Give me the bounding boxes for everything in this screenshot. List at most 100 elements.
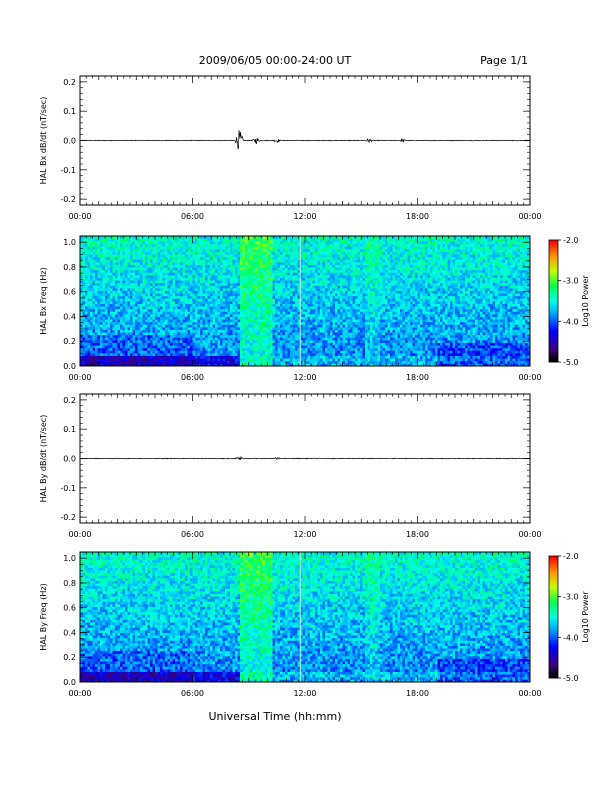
spectrogram-cell: [150, 291, 153, 294]
spectrogram-cell: [188, 298, 191, 301]
spectrogram-cell: [305, 327, 308, 330]
spectrogram-cell: [315, 335, 318, 338]
spectrogram-cell: [175, 254, 178, 257]
spectrogram-cell: [90, 249, 93, 252]
spectrogram-cell: [160, 241, 163, 244]
spectrogram-cell: [235, 291, 238, 294]
spectrogram-cell: [98, 343, 101, 346]
spectrogram-cell: [85, 332, 88, 335]
spectrogram-cell: [248, 350, 251, 353]
spectrogram-cell: [135, 272, 138, 275]
spectrogram-cell: [163, 283, 166, 286]
spectrogram-cell: [140, 283, 143, 286]
spectrogram-cell: [103, 309, 106, 312]
spectrogram-cell: [220, 311, 223, 314]
spectrogram-cell: [278, 311, 281, 314]
spectrogram-cell: [133, 330, 136, 333]
spectrogram-cell: [295, 314, 298, 317]
spectrogram-cell: [110, 270, 113, 273]
spectrogram-cell: [138, 322, 141, 325]
spectrogram-cell: [115, 244, 118, 247]
spectrogram-cell: [275, 259, 278, 262]
spectrogram-cell: [285, 291, 288, 294]
spectrogram-cell: [88, 324, 91, 327]
spectrogram-cell: [223, 267, 226, 270]
spectrogram-cell: [295, 283, 298, 286]
spectrogram-cell: [303, 270, 306, 273]
spectrogram-cell: [260, 291, 263, 294]
spectrogram-cell: [118, 304, 121, 307]
spectrogram-cell: [188, 275, 191, 278]
spectrogram-cell: [118, 361, 121, 364]
spectrogram-cell: [280, 322, 283, 325]
spectrogram-cell: [188, 241, 191, 244]
spectrogram-cell: [230, 291, 233, 294]
spectrogram-cell: [165, 285, 168, 288]
spectrogram-cell: [313, 324, 316, 327]
spectrogram-cell: [90, 296, 93, 299]
spectrogram-cell: [258, 252, 261, 255]
spectrogram-cell: [148, 257, 151, 260]
spectrogram-cell: [303, 348, 306, 351]
spectrogram-cell: [250, 319, 253, 322]
spectrogram-cell: [160, 332, 163, 335]
spectrogram-cell: [110, 335, 113, 338]
spectrogram-cell: [115, 345, 118, 348]
spectrogram-cell: [253, 288, 256, 291]
spectrogram-cell: [153, 257, 156, 260]
spectrogram-cell: [105, 275, 108, 278]
spectrogram-cell: [85, 343, 88, 346]
spectrogram-cell: [228, 306, 231, 309]
spectrogram-cell: [158, 270, 161, 273]
spectrogram-cell: [185, 330, 188, 333]
spectrogram-cell: [250, 275, 253, 278]
spectrogram-cell: [250, 332, 253, 335]
spectrogram-cell: [125, 257, 128, 260]
spectrogram-cell: [255, 249, 258, 252]
spectrogram-cell: [88, 317, 91, 320]
spectrogram-cell: [105, 257, 108, 260]
spectrogram-cell: [165, 244, 168, 247]
spectrogram-cell: [190, 332, 193, 335]
spectrogram-cell: [308, 350, 311, 353]
spectrogram-cell: [270, 239, 273, 242]
spectrogram-cell: [283, 293, 286, 296]
spectrogram-cell: [113, 322, 116, 325]
spectrogram-cell: [263, 285, 266, 288]
spectrogram-cell: [225, 335, 228, 338]
spectrogram-cell: [193, 252, 196, 255]
spectrogram-cell: [110, 254, 113, 257]
spectrogram-cell: [220, 283, 223, 286]
spectrogram-cell: [185, 332, 188, 335]
spectrogram-cell: [93, 239, 96, 242]
spectrogram-cell: [155, 314, 158, 317]
spectrogram-cell: [198, 267, 201, 270]
spectrogram-cell: [263, 246, 266, 249]
spectrogram-cell: [163, 330, 166, 333]
spectrogram-cell: [170, 345, 173, 348]
spectrogram-cell: [90, 317, 93, 320]
spectrogram-cell: [150, 285, 153, 288]
spectrogram-cell: [168, 278, 171, 281]
spectrogram-cell: [203, 309, 206, 312]
spectrogram-cell: [105, 340, 108, 343]
spectrogram-cell: [115, 337, 118, 340]
spectrogram-cell: [253, 332, 256, 335]
spectrogram-cell: [98, 356, 101, 359]
spectrogram-cell: [218, 345, 221, 348]
spectrogram-cell: [258, 265, 261, 268]
spectrogram-cell: [280, 340, 283, 343]
spectrogram-cell: [135, 345, 138, 348]
spectrogram-cell: [100, 340, 103, 343]
spectrogram-cell: [173, 280, 176, 283]
spectrogram-cell: [110, 267, 113, 270]
spectrogram-cell: [288, 306, 291, 309]
spectrogram-cell: [160, 301, 163, 304]
spectrogram-cell: [183, 317, 186, 320]
spectrogram-cell: [205, 283, 208, 286]
spectrogram-cell: [210, 296, 213, 299]
spectrogram-cell: [155, 361, 158, 364]
spectrogram-cell: [165, 283, 168, 286]
spectrogram-cell: [218, 322, 221, 325]
spectrogram-cell: [178, 252, 181, 255]
